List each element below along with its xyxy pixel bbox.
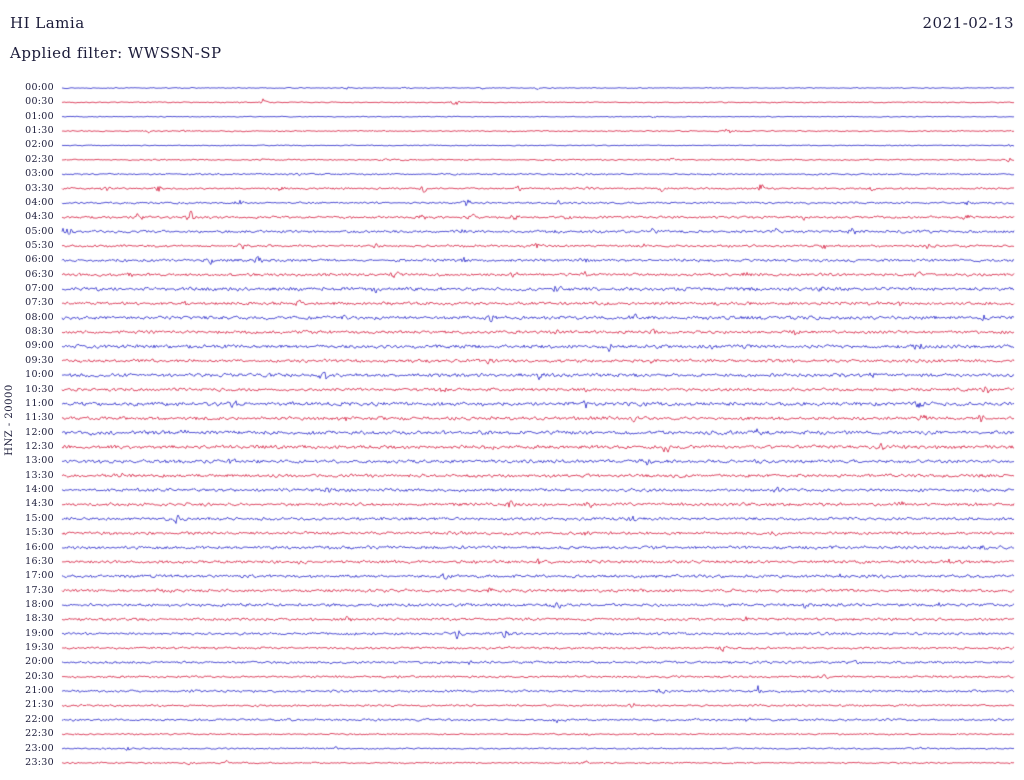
seismogram-canvas [0, 0, 1024, 780]
